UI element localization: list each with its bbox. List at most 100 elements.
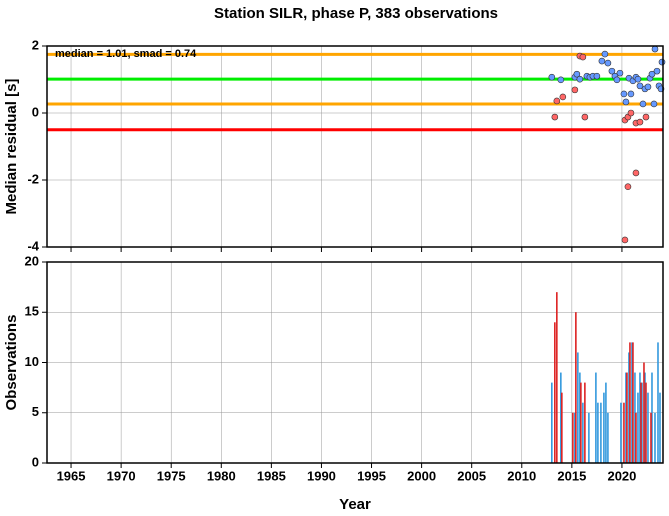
data-point [622,98,630,106]
bar [605,382,607,463]
bar [626,372,628,463]
bar [644,372,646,463]
bar [560,372,562,463]
bar [628,352,630,463]
bar [640,382,642,463]
bar [631,342,633,463]
bar [647,392,649,463]
data-point [576,75,584,83]
data-point [627,109,635,117]
bar [551,382,553,463]
data-point [557,76,565,84]
bar [657,342,659,463]
bar [582,402,584,463]
data-point [553,97,561,105]
data-point [636,118,644,126]
x-tick-label: 2015 [557,468,586,483]
y-tick-label: 5 [32,404,39,419]
data-point [581,113,589,121]
y-tick-label: 20 [25,253,39,268]
data-point [639,100,647,108]
data-point [616,69,624,77]
bar [641,382,643,463]
data-point [658,58,666,66]
x-tick-label: 1985 [257,468,286,483]
data-point [634,75,642,83]
data-point [648,70,656,78]
bar [595,372,597,463]
bar [625,372,627,463]
bar [634,372,636,463]
bar [651,372,653,463]
y-axis-label: Median residual [s] [3,79,20,215]
annotation: median = 1.01, smad = 0.74 [55,48,197,60]
x-tick-label: 1980 [207,468,236,483]
bar [572,412,574,463]
bar [639,372,641,463]
bar [659,392,661,463]
data-point [593,72,601,80]
data-point [621,236,629,244]
bar [643,362,645,463]
data-point [653,67,661,75]
data-point [604,59,612,67]
x-tick-label: 1965 [57,468,86,483]
data-point [551,113,559,121]
chart-title: Station SILR, phase P, 383 observations [214,5,498,22]
bar [603,392,605,463]
data-point [651,45,659,53]
bar [620,402,622,463]
x-tick-label: 1995 [357,468,386,483]
bar [607,412,609,463]
bar [554,322,556,463]
y-tick-label: 0 [32,104,39,119]
data-point [598,57,606,65]
bar [579,372,581,463]
data-point [571,86,579,94]
bar [645,382,647,463]
data-point [642,113,650,121]
y-tick-label: 15 [25,304,39,319]
data-point [559,93,567,101]
bar [629,342,631,463]
bar [574,412,576,463]
y-axis-label: Observations [3,315,20,411]
bar [654,412,656,463]
x-tick-label: 2000 [407,468,436,483]
data-point [601,50,609,58]
data-point [632,169,640,177]
bar [584,382,586,463]
bar [561,392,563,463]
data-point [636,82,644,90]
x-tick-label: 1990 [307,468,336,483]
x-tick-label: 2020 [607,468,636,483]
bar [556,292,558,463]
bar [597,402,599,463]
x-tick-label: 1975 [157,468,186,483]
bar [650,412,652,463]
plot-frame [46,45,664,248]
data-point [608,67,616,75]
plot-frame [46,261,664,464]
bar [580,382,582,463]
data-point [627,90,635,98]
bar [588,412,590,463]
bar [577,352,579,463]
y-tick-label: -2 [27,171,39,186]
y-tick-label: 0 [32,454,39,469]
bar [632,342,634,463]
data-point [624,183,632,190]
x-axis-label: Year [339,496,371,511]
data-point [613,76,621,84]
bar [575,312,577,463]
bar [600,402,602,463]
y-tick-label: -4 [27,238,39,253]
data-point [650,100,658,108]
data-point [573,70,581,78]
data-point [620,90,628,98]
data-point [548,73,556,81]
x-tick-label: 2010 [507,468,536,483]
x-tick-label: 1970 [107,468,136,483]
